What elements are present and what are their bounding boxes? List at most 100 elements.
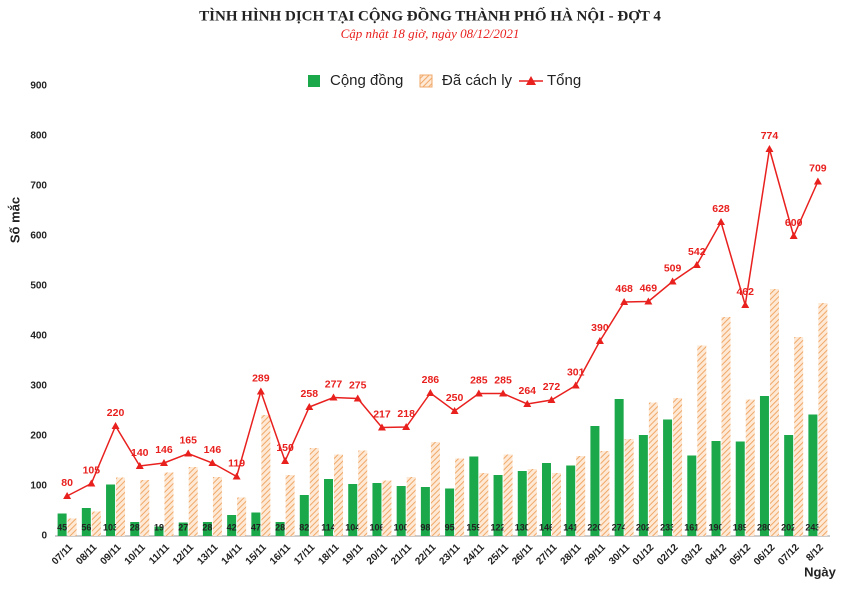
bar (372, 483, 382, 536)
data-label: 80 (61, 477, 73, 489)
data-label: 146 (204, 444, 222, 456)
legend-swatch (419, 74, 433, 88)
data-label: 774 (761, 130, 779, 142)
bar (237, 497, 247, 536)
point (595, 337, 604, 344)
data-label: 161 (684, 522, 699, 532)
legend-label: Cộng đồng (330, 72, 403, 89)
data-label: 274 (612, 522, 627, 532)
data-label: 100 (394, 522, 409, 532)
point (426, 389, 435, 396)
data-label: 106 (369, 522, 384, 532)
x-tick-label: 06/12 (752, 542, 778, 568)
data-label: 119 (228, 457, 245, 469)
data-label: 202 (636, 522, 651, 532)
x-tick-label: 19/11 (341, 542, 366, 567)
chart-title: TÌNH HÌNH DỊCH TẠI CỘNG ĐỒNG THÀNH PHỐ H… (199, 6, 661, 24)
bar (527, 469, 537, 536)
point (135, 462, 144, 469)
bar (202, 522, 212, 536)
x-tick-label: 16/11 (268, 542, 293, 567)
bar (479, 473, 489, 536)
data-label: 468 (615, 283, 633, 295)
bar (91, 511, 101, 536)
data-label: 42 (227, 522, 237, 532)
bar (794, 337, 804, 536)
bar (261, 415, 271, 536)
bar (406, 477, 416, 536)
bar (663, 419, 673, 536)
x-tick-label: 23/11 (438, 542, 463, 567)
bar (227, 515, 237, 536)
bar (735, 441, 745, 536)
y-tick-label: 100 (30, 481, 47, 492)
x-tick-label: 18/11 (316, 542, 341, 567)
y-axis-label: Số mắc (7, 197, 22, 243)
chart-subtitle: Cập nhật 18 giờ, ngày 08/12/2021 (341, 26, 520, 41)
bar (130, 522, 140, 536)
data-label: 285 (470, 374, 488, 386)
point (668, 277, 677, 285)
legend-swatch (526, 76, 536, 85)
bar (212, 477, 222, 536)
data-label: 150 (276, 442, 294, 454)
data-label: 301 (567, 366, 585, 378)
bar (687, 455, 697, 536)
bar (251, 512, 261, 536)
data-label: 28 (275, 522, 285, 532)
data-label: 202 (781, 522, 796, 532)
bar (420, 487, 430, 536)
point (111, 422, 120, 429)
bar (358, 450, 368, 536)
y-tick-label: 300 (30, 381, 47, 392)
data-label: 264 (519, 385, 537, 397)
point (87, 479, 96, 487)
x-tick-label: 13/11 (195, 542, 220, 567)
x-tick-label: 07/12 (776, 542, 802, 568)
data-label: 165 (179, 434, 197, 446)
data-label: 217 (373, 408, 391, 420)
data-label: 146 (155, 444, 173, 456)
bar (430, 442, 440, 536)
x-tick-label: 17/11 (292, 542, 317, 567)
bar (566, 465, 576, 536)
data-label: 469 (640, 282, 658, 294)
data-label: 542 (688, 246, 706, 258)
data-label: 250 (446, 392, 464, 404)
data-label: 45 (57, 522, 67, 532)
point (499, 389, 508, 397)
bar (614, 399, 624, 536)
data-label: 286 (422, 374, 440, 386)
bar (106, 484, 116, 536)
bar (648, 402, 658, 536)
bar (178, 522, 188, 536)
data-label: 218 (397, 408, 415, 420)
data-label: 114 (321, 522, 336, 532)
data-label: 27 (178, 522, 188, 532)
bar (188, 467, 198, 536)
data-label: 28 (202, 522, 212, 532)
point (353, 394, 362, 402)
x-tick-label: 10/11 (123, 542, 148, 567)
data-label: 258 (301, 388, 319, 400)
x-tick-label: 04/12 (704, 542, 730, 568)
point (547, 396, 556, 403)
bar (624, 439, 634, 536)
bar (541, 463, 551, 536)
bar (57, 513, 67, 536)
x-tick-label: 29/11 (583, 542, 608, 567)
data-label: 146 (539, 522, 554, 532)
bar (469, 456, 479, 536)
y-tick-label: 600 (30, 231, 47, 242)
point (717, 218, 726, 225)
data-label: 220 (107, 407, 125, 419)
y-tick-label: 900 (30, 81, 47, 92)
legend-label: Tổng (547, 72, 581, 89)
point (450, 407, 459, 414)
y-tick-label: 500 (30, 281, 47, 292)
bar (673, 398, 683, 536)
data-label: 275 (349, 379, 367, 391)
bar (697, 345, 707, 536)
x-tick-label: 22/11 (413, 542, 438, 567)
x-tick-label: 14/11 (220, 542, 245, 567)
